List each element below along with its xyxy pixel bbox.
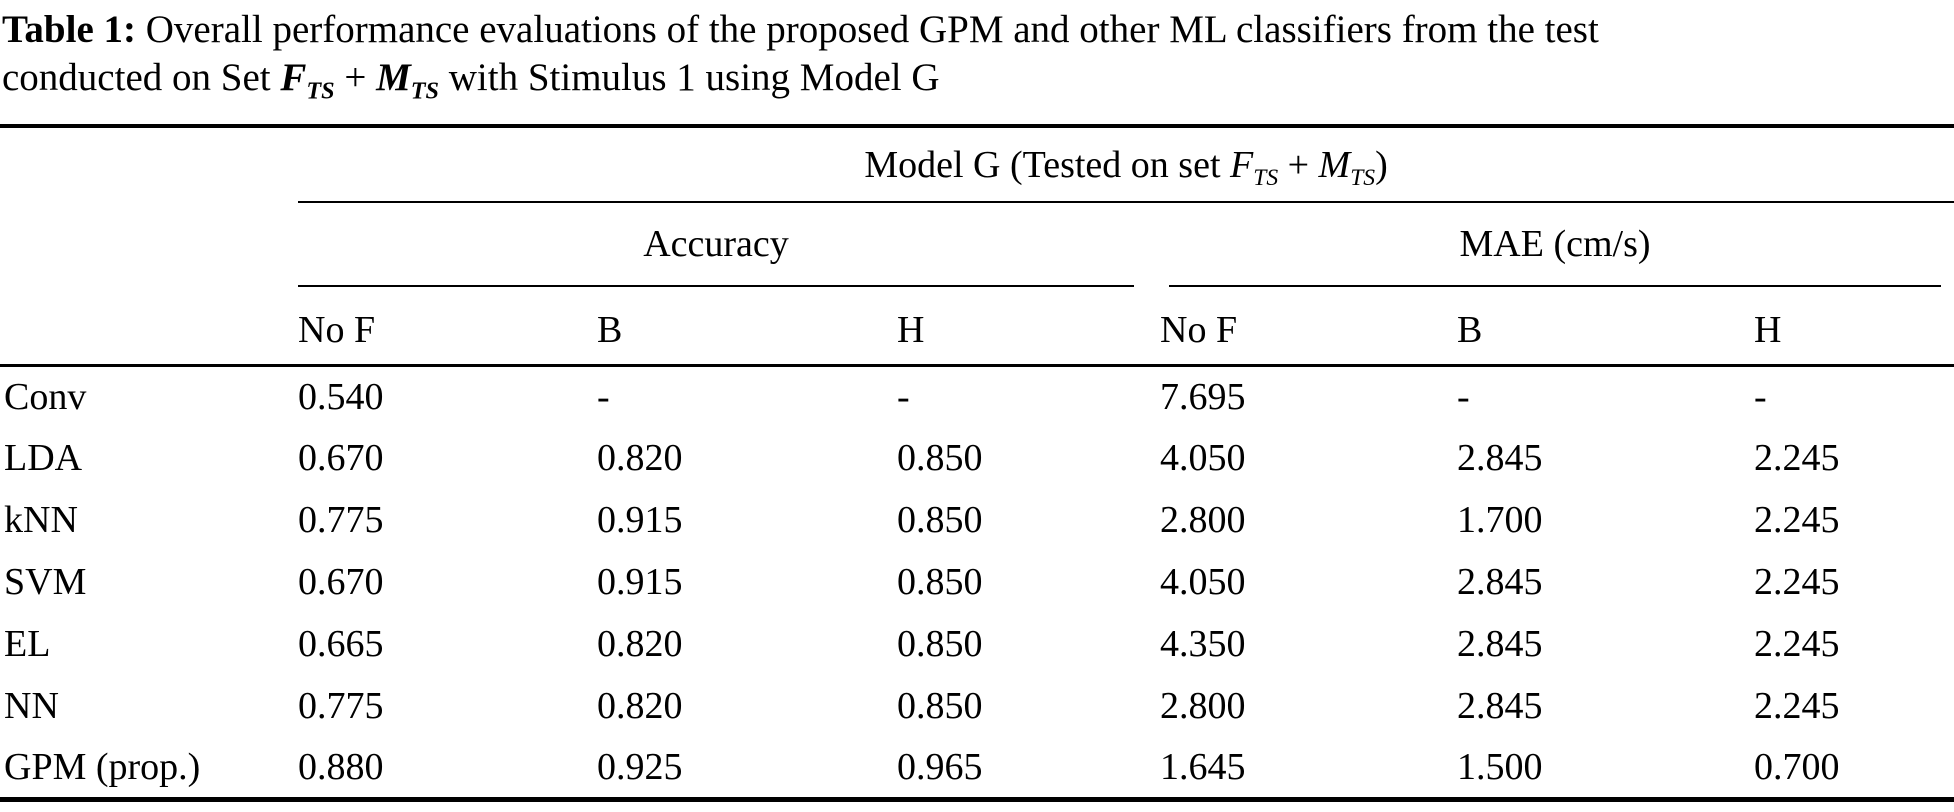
row-label: GPM (prop.)	[4, 745, 201, 788]
data-cell: 2.245	[1754, 685, 1840, 727]
data-cell: 2.845	[1457, 437, 1543, 479]
data-cell: 0.670	[298, 437, 384, 479]
caption-table-number: Table 1:	[2, 8, 137, 51]
data-cell: 0.915	[597, 499, 683, 541]
data-cell: 7.695	[1160, 375, 1246, 418]
caption-set-m-subscript: TS	[410, 77, 439, 105]
caption-line-1: Table 1: Overall performance evaluations…	[2, 6, 1952, 54]
table-row-conv: Conv 0.540 - - 7.695 - -	[0, 365, 1954, 427]
data-cell: 1.700	[1457, 499, 1543, 541]
caption-line-2: conducted on Set FTS + MTS with Stimulus…	[2, 54, 1952, 105]
data-cell: -	[1457, 375, 1470, 418]
column-header-mae-h: H	[1754, 287, 1954, 367]
data-cell: 2.245	[1754, 499, 1840, 541]
row-label: LDA	[4, 437, 83, 479]
data-cell: 0.820	[597, 623, 683, 665]
data-cell: -	[897, 375, 910, 418]
model-header-m-symbol: M	[1318, 143, 1351, 186]
group-header-mae: MAE (cm/s)	[1160, 202, 1954, 287]
model-header-post: )	[1375, 143, 1388, 186]
model-header-f-symbol: F	[1230, 143, 1254, 186]
data-cell: 0.775	[298, 685, 384, 727]
model-header-row: Model G (Tested on set FTS + MTS)	[0, 126, 1954, 203]
results-table: Model G (Tested on set FTS + MTS) Accura…	[0, 124, 1954, 802]
model-header-m-subscript: TS	[1350, 164, 1376, 191]
data-cell: 0.670	[298, 561, 384, 603]
model-spanning-header: Model G (Tested on set FTS + MTS)	[298, 126, 1954, 203]
accuracy-group-rule: Accuracy	[298, 203, 1134, 287]
column-header-accuracy-h: H	[897, 287, 1160, 367]
data-cell: 0.850	[897, 499, 983, 541]
data-cell: 4.350	[1160, 623, 1246, 665]
row-label: Conv	[4, 375, 87, 418]
mae-group-rule: MAE (cm/s)	[1169, 203, 1942, 287]
data-cell: -	[1754, 375, 1767, 418]
column-header-accuracy-b: B	[597, 287, 897, 367]
caption-text-line2-post: with Stimulus 1 using Model G	[439, 56, 940, 99]
data-cell: 0.965	[897, 745, 983, 788]
data-cell: 4.050	[1160, 437, 1246, 479]
data-cell: 1.500	[1457, 745, 1543, 788]
data-cell: 0.850	[897, 437, 983, 479]
data-cell: 0.850	[897, 685, 983, 727]
data-cell: 0.880	[298, 745, 384, 788]
data-cell: 2.845	[1457, 623, 1543, 665]
data-cell: -	[597, 375, 610, 418]
caption-set-f-symbol: F	[280, 56, 307, 99]
model-header-pre: Model G (Tested on set	[864, 143, 1231, 186]
model-header-f-subscript: TS	[1253, 164, 1279, 191]
data-cell: 1.645	[1160, 745, 1246, 788]
group-header-row: Accuracy MAE (cm/s)	[0, 202, 1954, 287]
column-header-accuracy-nof: No F	[298, 287, 597, 367]
data-cell: 0.665	[298, 623, 384, 665]
empty-stub-cell	[0, 202, 298, 287]
data-cell: 0.850	[897, 561, 983, 603]
row-label: kNN	[4, 499, 78, 541]
data-cell: 0.540	[298, 375, 384, 418]
row-label: SVM	[4, 561, 87, 603]
data-cell: 2.800	[1160, 499, 1246, 541]
data-cell: 2.800	[1160, 685, 1246, 727]
data-cell: 2.245	[1754, 561, 1840, 603]
caption-set-f-subscript: TS	[306, 77, 335, 105]
table-row-knn: kNN 0.775 0.915 0.850 2.800 1.700 2.245	[0, 489, 1954, 551]
accuracy-group-label: Accuracy	[643, 223, 789, 265]
data-cell: 0.925	[597, 745, 683, 788]
data-cell: 2.245	[1754, 623, 1840, 665]
data-cell: 2.845	[1457, 685, 1543, 727]
data-cell: 0.820	[597, 437, 683, 479]
model-header-plus-sign: +	[1278, 143, 1319, 186]
table-row-gpm: GPM (prop.) 0.880 0.925 0.965 1.645 1.50…	[0, 737, 1954, 799]
data-cell: 0.820	[597, 685, 683, 727]
empty-stub-cell	[0, 287, 298, 367]
data-cell: 4.050	[1160, 561, 1246, 603]
data-cell: 0.775	[298, 499, 384, 541]
table-row-svm: SVM 0.670 0.915 0.850 4.050 2.845 2.245	[0, 551, 1954, 613]
table-caption: Table 1: Overall performance evaluations…	[0, 0, 1954, 105]
row-label: EL	[4, 623, 51, 665]
data-cell: 2.245	[1754, 437, 1840, 479]
table-row-nn: NN 0.775 0.820 0.850 2.800 2.845 2.245	[0, 675, 1954, 737]
caption-set-m-symbol: M	[376, 56, 411, 99]
data-cell: 2.845	[1457, 561, 1543, 603]
column-header-row: No F B H No F B H	[0, 287, 1954, 367]
column-header-mae-nof: No F	[1160, 287, 1457, 367]
table-row-lda: LDA 0.670 0.820 0.850 4.050 2.845 2.245	[0, 427, 1954, 489]
data-cell: 0.700	[1754, 745, 1840, 788]
caption-text-line2-pre: conducted on Set	[2, 56, 281, 99]
data-cell: 0.850	[897, 623, 983, 665]
group-header-accuracy: Accuracy	[298, 202, 1160, 287]
data-cell: 0.915	[597, 561, 683, 603]
row-label: NN	[4, 685, 59, 727]
caption-text-line1: Overall performance evaluations of the p…	[136, 8, 1599, 51]
mae-group-label: MAE (cm/s)	[1459, 223, 1651, 265]
table-row-el: EL 0.665 0.820 0.850 4.350 2.845 2.245	[0, 613, 1954, 675]
empty-stub-cell	[0, 126, 298, 202]
column-header-mae-b: B	[1457, 287, 1754, 367]
caption-plus-sign: +	[334, 56, 377, 99]
